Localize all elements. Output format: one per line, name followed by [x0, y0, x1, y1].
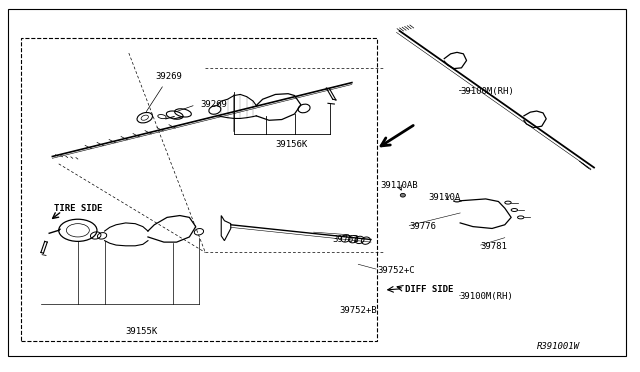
Text: 39156K: 39156K	[275, 140, 307, 149]
Text: 39269: 39269	[155, 72, 182, 81]
Text: TIRE SIDE: TIRE SIDE	[54, 203, 102, 213]
Text: 39752+C: 39752+C	[378, 266, 415, 275]
Text: 39776: 39776	[409, 222, 436, 231]
Text: R391001W: R391001W	[537, 342, 580, 351]
Text: 39100M(RH): 39100M(RH)	[460, 87, 514, 96]
Bar	[20, 38, 378, 341]
Text: 39110A: 39110A	[428, 193, 461, 202]
Text: 39752+B: 39752+B	[339, 306, 377, 315]
Text: 39155K: 39155K	[125, 327, 157, 336]
Text: DIFF SIDE: DIFF SIDE	[405, 285, 454, 294]
Polygon shape	[221, 215, 231, 241]
Text: 39269: 39269	[200, 100, 227, 109]
Ellipse shape	[400, 193, 405, 197]
Text: 39752: 39752	[332, 235, 359, 244]
Text: 39100M(RH): 39100M(RH)	[459, 292, 513, 301]
Text: 39110AB: 39110AB	[381, 182, 418, 190]
Text: 39781: 39781	[481, 243, 508, 251]
